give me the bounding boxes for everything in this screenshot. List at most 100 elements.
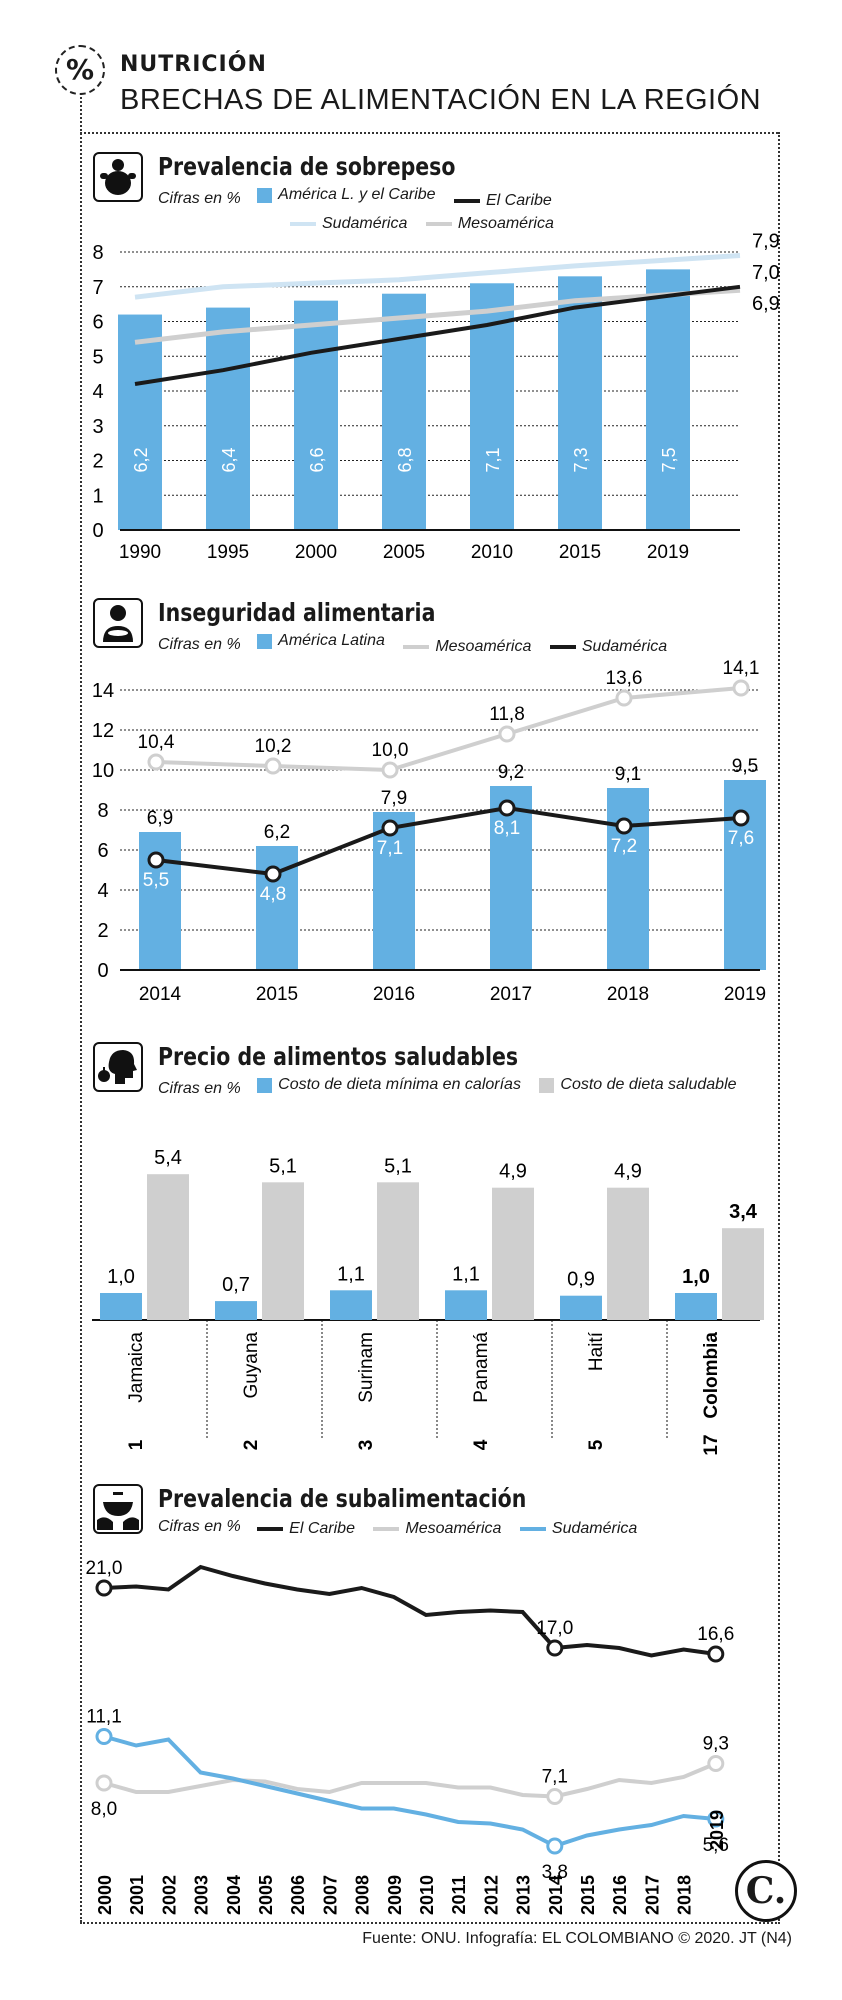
percent-badge-icon: %: [55, 45, 105, 95]
inseguridad-chart: 0 2 4 6 8 10 12 14 6,9 2014 6,2 2015 7,9 2016 9,2 2017 9…: [92, 660, 766, 1005]
y-tick-label: 6: [92, 312, 103, 334]
x-tick-label: 2014: [546, 1875, 566, 1915]
legend-america-caribe: América L. y el Caribe: [278, 186, 436, 203]
data-label: 11,1: [86, 1707, 122, 1728]
bar-value-label: 9,5: [732, 756, 758, 777]
x-tick-label: 2015: [578, 1875, 598, 1915]
bar-value-label: 6,2: [264, 822, 290, 843]
legend-mesoamerica-2: Mesoamérica: [435, 637, 532, 655]
country-label: Panamá: [471, 1332, 492, 1403]
legend-sudamerica: Sudamérica: [322, 215, 408, 232]
data-label: 16,6: [697, 1624, 734, 1645]
bar-value-label: 6,6: [307, 447, 327, 472]
x-tick-label: 2000: [295, 542, 337, 563]
data-label: 7,2: [611, 836, 637, 857]
x-tick-label: 2019: [647, 542, 689, 563]
y-tick-label: 6: [97, 840, 108, 862]
y-tick-label: 0: [92, 520, 103, 542]
data-label: 7,1: [542, 1767, 568, 1788]
data-point: [147, 851, 165, 869]
y-tick-label: 7: [92, 277, 103, 299]
bar-value-label: 9,1: [615, 764, 641, 785]
precio-cifras: Cifras en %: [158, 1079, 241, 1097]
data-label: 9,3: [703, 1734, 729, 1755]
series-line: [155, 686, 742, 773]
legend-mesoamerica-4: Mesoamérica: [405, 1520, 502, 1537]
country-label: Guyana: [241, 1332, 262, 1399]
bar: [294, 300, 338, 530]
x-tick-label: 2014: [139, 984, 182, 1005]
y-tick-label: 12: [92, 720, 114, 742]
sobrepeso-legend-row2: Sudamérica Mesoamérica: [290, 213, 568, 233]
data-label: 21,0: [86, 1558, 123, 1579]
sobrepeso-cifras: Cifras en %: [158, 189, 241, 207]
legend-sudamerica-2: Sudamérica: [581, 637, 668, 655]
series-line: [134, 253, 741, 300]
x-tick-label: 2000: [95, 1875, 115, 1915]
data-point: [264, 865, 282, 883]
bar-min-cost: [215, 1301, 257, 1320]
legend-el-caribe: El Caribe: [486, 191, 552, 209]
data-label: 3,8: [542, 1862, 568, 1883]
y-tick-label: 2: [97, 920, 108, 942]
bar-value-label: 4,9: [499, 1161, 527, 1183]
data-label: 7,1: [377, 838, 403, 859]
x-tick-label: 2017: [642, 1875, 662, 1915]
data-point: [381, 761, 399, 779]
x-tick-label: 2002: [159, 1875, 179, 1915]
data-point: [707, 1755, 725, 1772]
x-tick-label: 2012: [481, 1875, 501, 1915]
data-point: [707, 1810, 725, 1828]
rank-label: 4: [471, 1439, 492, 1450]
bar-healthy-cost: [492, 1187, 534, 1320]
bar-healthy-cost: [147, 1174, 189, 1320]
overweight-person-icon: [93, 152, 143, 202]
bar-min-cost: [560, 1295, 602, 1320]
person-eating-icon: [93, 598, 143, 648]
data-label: 8,1: [494, 818, 520, 839]
el-colombiano-logo: C.: [735, 1860, 797, 1922]
x-tick-label: 2018: [607, 984, 649, 1005]
data-point: [615, 817, 633, 835]
bar-healthy-cost: [722, 1228, 764, 1320]
series-line: [155, 805, 742, 877]
precio-legend: Cifras en % Costo de dieta mínima en cal…: [158, 1076, 751, 1098]
data-point: [95, 1579, 113, 1597]
bar-value-label: 1,0: [682, 1266, 710, 1288]
bar-value-label: 7,1: [483, 447, 503, 472]
y-tick-label: 8: [97, 800, 108, 822]
data-point: [732, 809, 750, 827]
bar: [373, 812, 415, 970]
page-headline: BRECHAS DE ALIMENTACIÓN EN LA REGIÓN: [120, 84, 762, 116]
x-tick-label: 1990: [119, 542, 161, 563]
x-tick-label: 2015: [256, 984, 298, 1005]
bar-value-label: 6,2: [131, 447, 151, 472]
source-credit: Fuente: ONU. Infografía: EL COLOMBIANO ©…: [362, 1930, 792, 1947]
rank-label: 17: [701, 1434, 722, 1455]
rank-label: 2: [241, 1440, 262, 1451]
inseguridad-title: Inseguridad alimentaria: [158, 598, 436, 627]
x-tick-label: 2019: [707, 1810, 727, 1850]
frame-top-border: [80, 132, 778, 134]
data-point: [95, 1774, 113, 1792]
bar-min-cost: [100, 1293, 142, 1320]
precio-chart: 1,0 5,4 Jamaica 1 0,7 5,1 Guyana 2 1,1 5,1 Surinam…: [92, 1147, 764, 1456]
head-apple-icon: [93, 1042, 143, 1092]
x-tick-label: 2013: [514, 1875, 534, 1915]
data-label: 10,2: [255, 736, 292, 757]
bar-value-label: 1,1: [452, 1263, 480, 1285]
bar-value-label: 0,9: [567, 1269, 595, 1291]
x-tick-label: 2003: [192, 1875, 212, 1915]
y-tick-label: 3: [92, 416, 103, 438]
bar-value-label: 0,7: [222, 1274, 250, 1296]
bar: [646, 269, 690, 530]
bar-min-cost: [675, 1293, 717, 1320]
y-tick-label: 2: [92, 451, 103, 473]
bar-value-label: 4,9: [614, 1161, 642, 1183]
data-label: 4,8: [260, 884, 286, 905]
sobrepeso-chart: 0 1 2 3 4 5 6 7 8 6,2 1990 6,4 1995 6,6 2000 6,8 2005 7,1…: [92, 230, 780, 563]
end-value-label: 7,0: [752, 262, 780, 284]
data-label: 14,1: [723, 660, 760, 679]
frame-border: [80, 132, 780, 1924]
data-point: [546, 1837, 564, 1855]
